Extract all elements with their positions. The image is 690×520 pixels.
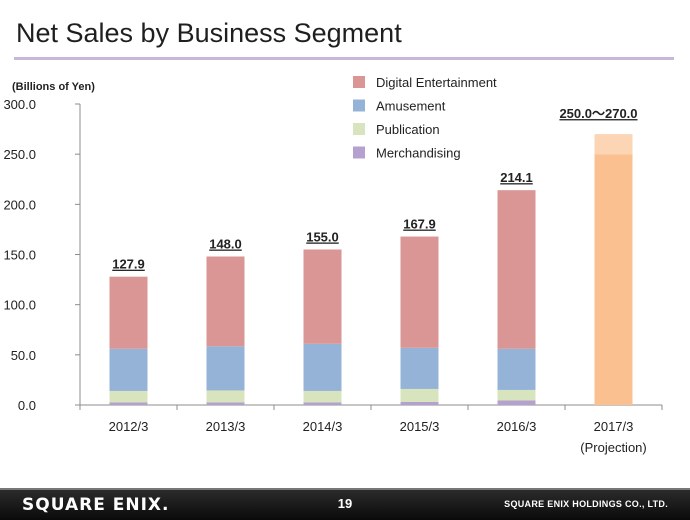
bar-segment-merchandising bbox=[303, 402, 342, 405]
page-number: 19 bbox=[337, 496, 353, 511]
projection-bar-low bbox=[594, 154, 633, 405]
legend-swatch bbox=[353, 76, 365, 88]
footer-bar: SQUARE ENIX. 19 SQUARE ENIX HOLDINGS CO.… bbox=[0, 488, 690, 520]
x-tick-label: 2012/3 bbox=[109, 419, 149, 434]
bar-segment-amusement bbox=[400, 347, 439, 389]
company-name: SQUARE ENIX HOLDINGS CO., LTD. bbox=[504, 499, 668, 509]
slide-title: Net Sales by Business Segment bbox=[16, 18, 402, 48]
y-tick-label: 50.0 bbox=[11, 348, 36, 363]
total-label: 148.0 bbox=[209, 237, 242, 252]
legend-label: Merchandising bbox=[376, 146, 461, 161]
x-tick-label: 2015/3 bbox=[400, 419, 440, 434]
x-tick-sublabel: (Projection) bbox=[580, 440, 646, 455]
legend-swatch bbox=[353, 146, 365, 159]
y-tick-label: 200.0 bbox=[3, 197, 36, 212]
legend-label: Amusement bbox=[376, 99, 446, 114]
y-tick-label: 0.0 bbox=[18, 398, 36, 413]
legend-label: Publication bbox=[376, 122, 440, 137]
bar-segment-publication bbox=[206, 390, 245, 403]
x-tick-label: 2013/3 bbox=[206, 419, 246, 434]
bar-segment-merchandising bbox=[497, 400, 536, 405]
bar-segment-amusement bbox=[206, 346, 245, 391]
bar-segment-digital-entertainment bbox=[109, 276, 148, 349]
x-tick-label: 2017/3 bbox=[594, 419, 634, 434]
title-divider bbox=[14, 57, 674, 60]
bar-segment-digital-entertainment bbox=[400, 236, 439, 348]
x-tick-label: 2014/3 bbox=[303, 419, 343, 434]
bar-segment-amusement bbox=[303, 343, 342, 391]
bar-segment-publication bbox=[109, 390, 148, 403]
bar-segment-amusement bbox=[109, 348, 148, 391]
x-tick-label: 2016/3 bbox=[497, 419, 537, 434]
y-tick-label: 100.0 bbox=[3, 298, 36, 313]
bar-segment-publication bbox=[303, 390, 342, 403]
legend-label: Digital Entertainment bbox=[376, 75, 497, 90]
bar-segment-digital-entertainment bbox=[497, 190, 536, 349]
y-tick-label: 150.0 bbox=[3, 248, 36, 263]
bar-segment-merchandising bbox=[109, 402, 148, 405]
legend-swatch bbox=[353, 123, 365, 135]
y-tick-label: 300.0 bbox=[3, 97, 36, 112]
bar-segment-amusement bbox=[497, 348, 536, 390]
projection-bar-range bbox=[594, 134, 633, 155]
total-label: 167.9 bbox=[403, 217, 436, 232]
total-label: 155.0 bbox=[306, 229, 339, 244]
bar-segment-merchandising bbox=[206, 402, 245, 405]
legend-swatch bbox=[353, 99, 365, 112]
company-logo: SQUARE ENIX. bbox=[22, 495, 170, 515]
y-axis-label: (Billions of Yen) bbox=[12, 81, 95, 93]
total-label: 127.9 bbox=[112, 257, 145, 272]
total-label: 250.0～270.0 bbox=[559, 106, 637, 121]
bar-segment-merchandising bbox=[400, 401, 439, 405]
bar-segment-publication bbox=[400, 388, 439, 402]
net-sales-chart: (Billions of Yen) 0.0 50.0 100.0 150.0 200.0 2… bbox=[3, 75, 663, 455]
y-tick-label: 250.0 bbox=[3, 147, 36, 162]
total-label: 214.1 bbox=[500, 170, 533, 185]
bar-segment-digital-entertainment bbox=[206, 256, 245, 347]
bar-segment-digital-entertainment bbox=[303, 249, 342, 344]
bar-segment-publication bbox=[497, 389, 536, 401]
